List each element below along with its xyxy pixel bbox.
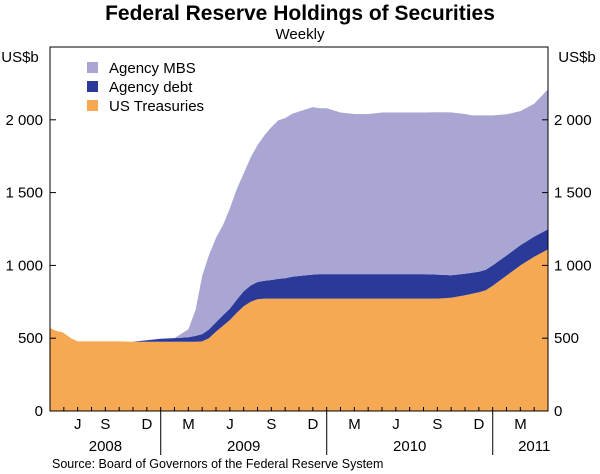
x-year-label: 2009 [227,438,260,455]
area-agency-mbs [50,89,548,342]
y-tick-label-right: 0 [554,403,562,420]
chart-subtitle: Weekly [275,26,325,43]
x-month-label: S [266,416,276,433]
y-tick-label-left: 1 000 [5,257,43,274]
x-month-label: J [226,416,234,433]
area-agency-debt [50,229,548,342]
y-unit-right: US$b [558,49,596,66]
source-note: Source: Board of Governors of the Federa… [52,457,384,471]
x-month-label: D [474,416,485,433]
x-month-label: M [182,416,195,433]
series-areas [50,89,548,411]
y-tick-label-right: 1 500 [554,185,592,202]
y-tick-label-right: 2 000 [554,112,592,129]
legend-label-us-treasuries: US Treasuries [109,98,204,115]
y-tick-label-left: 500 [18,330,43,347]
legend-label-agency-debt: Agency debt [109,79,193,96]
legend-swatch-agency-mbs [87,62,98,73]
chart-legend: Agency MBS Agency debt US Treasuries [87,60,204,115]
y-tick-label-left: 2 000 [5,112,43,129]
area-us-treasuries [50,249,548,411]
x-month-label: J [74,416,82,433]
x-year-label: 2008 [89,438,122,455]
x-year-label: 2011 [518,438,550,455]
y-tick-label-left: 1 500 [5,185,43,202]
y-tick-label-left: 0 [35,403,43,420]
y-tick-label-right: 1 000 [554,257,592,274]
x-month-label: D [142,416,153,433]
chart-title: Federal Reserve Holdings of Securities [105,2,495,25]
y-unit-left: US$b [1,49,39,66]
chart-axes: 0 0 500 500 1 000 1 000 1 500 1 500 2 000 2 000 US… [1,46,596,455]
x-month-label: M [514,416,527,433]
x-month-label: D [308,416,319,433]
x-year-label: 2010 [393,438,426,455]
x-month-label: M [348,416,361,433]
y-tick-label-right: 500 [554,330,579,347]
x-month-label: S [100,416,110,433]
x-month-label: J [392,416,400,433]
legend-swatch-agency-debt [87,81,98,92]
legend-label-agency-mbs: Agency MBS [109,60,196,77]
legend-swatch-us-treasuries [87,100,98,111]
x-month-label: S [432,416,442,433]
